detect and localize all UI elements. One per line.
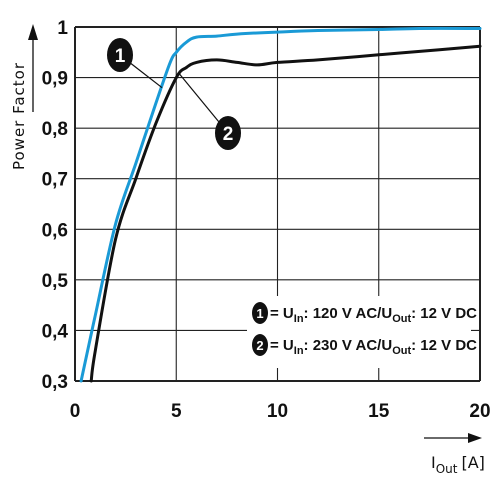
legend-entry-part: : 230 V AC/U: [304, 337, 393, 354]
y-tick-label: 1: [57, 18, 68, 39]
series-2-line: [89, 44, 482, 383]
legend-entry-part: = U: [270, 305, 294, 322]
legend-entry-part: = U: [270, 337, 294, 354]
series-1-line: [79, 26, 482, 383]
legend-entry-part: : 12 V DC: [411, 337, 477, 354]
callout-2-badge: [215, 116, 241, 150]
legend-entry-part: Out: [392, 345, 411, 357]
legend-box: [247, 296, 471, 368]
grid: [74, 26, 481, 382]
legend-marker-number: 1: [256, 306, 263, 321]
legend-entry-1-text: = UIn: 120 V AC/UOut: 12 V DC: [270, 305, 477, 325]
x-tick-label: 20: [469, 401, 490, 422]
legend-entry-part: : 12 V DC: [411, 305, 477, 322]
y-tick-label: 0,3: [42, 372, 68, 393]
y-tick-label: 0,7: [42, 170, 68, 191]
legend-marker-number: 2: [256, 338, 263, 353]
legend-entry-part: In: [294, 345, 304, 357]
series-lines: [79, 26, 482, 383]
x-axis-title-main: I: [431, 453, 436, 472]
callouts: 12: [107, 38, 241, 150]
y-tick-label: 0,6: [42, 220, 68, 241]
y-axis-arrow-head: [28, 24, 38, 40]
legend: 1 = UIn: 120 V AC/UOut: 12 V DC2 = UIn: 23…: [247, 296, 477, 368]
x-axis-title-unit: [A]: [461, 453, 484, 472]
legend-marker-2: [252, 334, 268, 356]
y-axis-title: Power Factor: [10, 62, 28, 170]
x-tick-label: 10: [267, 401, 288, 422]
y-axis-title-group: Power Factor: [10, 24, 38, 170]
y-tick-label: 0,4: [42, 321, 69, 342]
x-axis-title: IOut [A]: [431, 453, 485, 476]
x-tick-label: 15: [368, 401, 390, 422]
callout-1-number: 1: [115, 46, 126, 67]
y-tick-label: 0,8: [42, 119, 68, 140]
legend-entry-2-text: = UIn: 230 V AC/UOut: 12 V DC: [270, 337, 477, 357]
y-tick-label: 0,9: [42, 69, 68, 90]
legend-entry-part: : 120 V AC/U: [304, 305, 393, 322]
y-tick-label: 0,5: [42, 271, 69, 292]
tick-labels: 0 5 10 15 20 0,3 0,4 0,5 0,6 0,7 0,8 0,9 1: [42, 18, 491, 422]
x-tick-label: 5: [171, 401, 182, 422]
x-tick-label: 0: [70, 401, 81, 422]
legend-entry-part: In: [294, 313, 304, 325]
x-axis-title-sub: Out: [436, 462, 458, 476]
legend-entry-part: Out: [392, 313, 411, 325]
x-axis-title-group: IOut [A]: [424, 433, 485, 476]
x-axis-arrow-head: [468, 433, 482, 443]
legend-marker-1: [252, 302, 268, 324]
callout-2-number: 2: [223, 124, 234, 145]
callout-1-badge: [107, 38, 133, 72]
